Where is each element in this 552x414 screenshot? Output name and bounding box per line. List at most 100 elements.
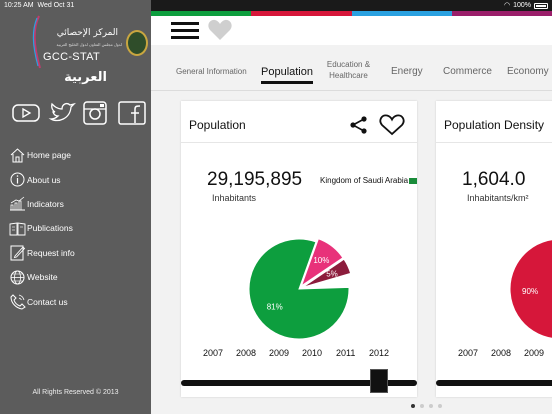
pie-slice[interactable] (248, 238, 350, 340)
youtube-icon[interactable] (11, 101, 41, 125)
page-dot[interactable] (438, 404, 442, 408)
page-dot[interactable] (420, 404, 424, 408)
sidebar-item-indicators[interactable]: Indicators (9, 192, 149, 216)
hamburger-menu-icon[interactable] (171, 22, 199, 39)
country-name: Kingdom of Saudi Arabia (320, 176, 409, 185)
page-dot[interactable] (429, 404, 433, 408)
instagram-icon[interactable] (81, 101, 109, 125)
saudi-flag-icon (409, 177, 417, 184)
card-header: Population (181, 101, 417, 143)
population-value: 29,195,895 (207, 169, 303, 190)
tab-economy[interactable]: Economy (507, 66, 549, 77)
favorite-heart-icon[interactable] (379, 114, 405, 136)
logo-swoosh-icon (32, 15, 41, 69)
sidebar-item-label: Home page (27, 150, 71, 161)
pie-slice[interactable] (302, 258, 352, 288)
tab-general-information[interactable]: General Information (176, 67, 247, 76)
pie-slice[interactable] (302, 273, 354, 289)
gcc-emblem-icon (126, 30, 148, 56)
card-header: Population Density (436, 101, 552, 143)
page-dot[interactable] (411, 404, 415, 408)
year-slider-thumb[interactable] (370, 369, 388, 393)
sidebar-item-label: Publications (27, 223, 73, 234)
pie-slice-label: 90% (522, 287, 538, 296)
info-icon (10, 172, 25, 187)
phone-icon (10, 294, 26, 310)
sidebar-item-label: Request info (27, 247, 75, 258)
language-switch[interactable]: العربية (64, 70, 107, 85)
status-time: 10:25 AM Wed Oct 31 (4, 2, 75, 9)
pie-slice[interactable] (300, 238, 344, 288)
sidebar-menu: Home page About us Indicators Publicatio… (9, 143, 149, 314)
sidebar: المركز الإحصائي لدول مجلس التعاون لدول ا… (0, 0, 151, 414)
brand-stripe-red (251, 11, 352, 16)
logo-subtitle: لدول مجلس التعاون لدول الخليج العربية (56, 42, 122, 47)
pie-slice[interactable] (509, 239, 552, 339)
sidebar-item-label: Indicators (27, 198, 64, 209)
tab-population[interactable]: Population (261, 66, 313, 78)
twitter-icon[interactable] (48, 101, 76, 125)
year-label[interactable]: 2012 (369, 348, 390, 358)
sidebar-item-label: Contact us (27, 296, 68, 307)
density-value: 1,604.0 (462, 169, 526, 190)
brand-stripe-blue (351, 11, 452, 16)
card-title: Population Density (444, 118, 545, 132)
card-title: Population (189, 118, 246, 132)
year-label[interactable]: 2007 (458, 348, 479, 358)
sidebar-item-website[interactable]: Website (9, 265, 149, 289)
copyright-text: All Rights Reserved © 2013 (32, 389, 119, 396)
year-label[interactable]: 2008 (491, 348, 512, 358)
population-unit: Inhabitants (212, 193, 257, 203)
brand-stripe-purple (451, 11, 552, 16)
country-label: Kingdom of Saudi Arabia (320, 176, 417, 185)
population-pie-chart[interactable]: 81% 10% 5% (239, 229, 359, 349)
battery-label: 100% (513, 2, 531, 9)
status-bar: 10:25 AM Wed Oct 31 ◠ 100% (0, 0, 552, 11)
population-density-card: Population Density 1,604.0 Inhabitants/k… (436, 101, 552, 397)
density-pie-chart[interactable]: 90% (500, 229, 552, 349)
year-label[interactable]: 2010 (302, 348, 323, 358)
favorites-heart-icon[interactable] (207, 18, 233, 42)
sidebar-item-publications[interactable]: Publications (9, 216, 149, 240)
share-icon[interactable] (349, 115, 369, 135)
top-bar (151, 0, 552, 45)
year-slider-track[interactable] (181, 380, 417, 386)
globe-icon (10, 270, 25, 285)
sidebar-item-about[interactable]: About us (9, 167, 149, 191)
sidebar-item-label: Website (27, 272, 58, 283)
year-slider-track[interactable] (436, 380, 552, 386)
page-indicator (151, 404, 552, 410)
brand-stripe-green (151, 11, 252, 16)
main-panel: General Information Population Education… (151, 0, 552, 414)
logo-arabic-text: المركز الإحصائي (56, 28, 118, 38)
density-unit: Inhabitants/km² (467, 193, 529, 203)
tab-energy[interactable]: Energy (391, 66, 423, 77)
status-right: ◠ 100% (504, 0, 548, 11)
year-label[interactable]: 2007 (203, 348, 224, 358)
publications-icon (9, 222, 26, 236)
year-label[interactable]: 2009 (269, 348, 290, 358)
active-tab-indicator (261, 81, 313, 84)
facebook-icon[interactable] (117, 101, 147, 125)
sidebar-item-home[interactable]: Home page (9, 143, 149, 167)
logo-name: GCC-STAT (43, 51, 100, 63)
year-label[interactable]: 2009 (524, 348, 545, 358)
category-tabs: General Information Population Education… (151, 57, 552, 89)
year-label[interactable]: 2008 (236, 348, 257, 358)
indicators-icon (10, 197, 25, 211)
request-icon (10, 245, 26, 261)
population-card: Population 29,195,895 Inhabitants Kingdo… (181, 101, 417, 397)
home-icon (10, 148, 25, 163)
gcc-stat-logo: المركز الإحصائي لدول مجلس التعاون لدول ا… (30, 14, 148, 70)
wifi-icon: ◠ (503, 2, 511, 9)
battery-icon (534, 2, 548, 9)
year-label[interactable]: 2011 (336, 348, 356, 358)
tabs-divider (151, 90, 552, 91)
tab-commerce[interactable]: Commerce (443, 66, 492, 77)
sidebar-item-request[interactable]: Request info (9, 241, 149, 265)
sidebar-item-contact[interactable]: Contact us (9, 289, 149, 313)
pie-slice-label: 5% (326, 269, 338, 278)
brand-color-bar (151, 11, 552, 16)
tab-education-healthcare[interactable]: Education & Healthcare (326, 60, 371, 80)
social-links (11, 101, 149, 125)
